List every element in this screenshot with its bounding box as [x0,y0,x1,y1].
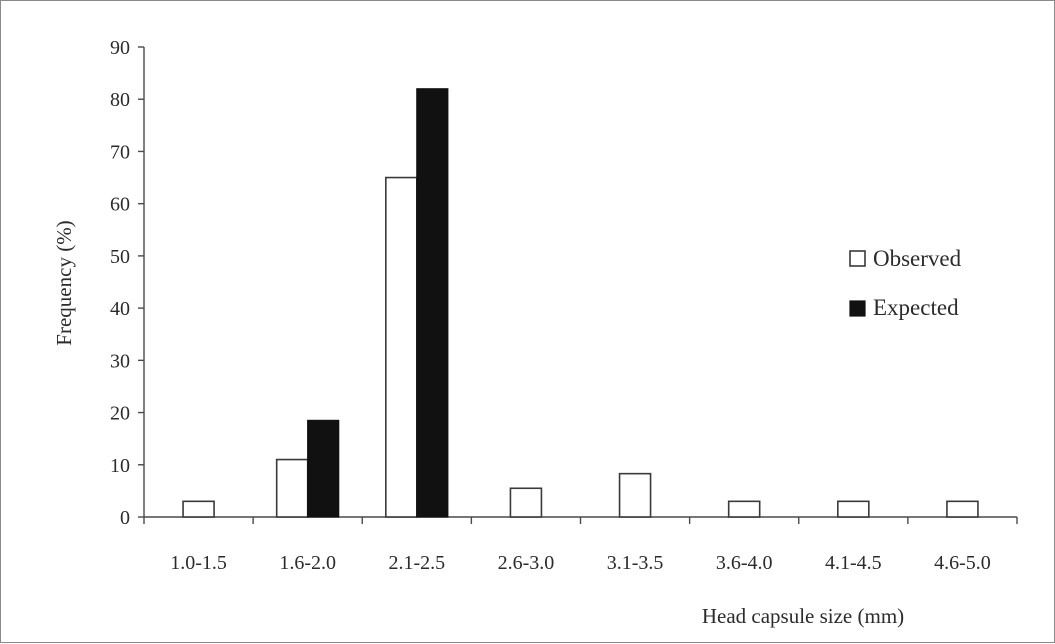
x-tick-label: 1.6-2.0 [279,552,336,574]
bar-observed-1.0-1.5 [182,500,215,518]
bar-observed-4.6-5.0 [946,500,979,518]
bars [182,88,979,518]
x-tick-label: 4.6-5.0 [934,552,991,574]
x-tick-label: 3.1-3.5 [607,552,664,574]
bar-expected-2.1-2.5 [416,88,449,518]
legend-label-observed: Observed [873,246,962,271]
bar-observed-3.1-3.5 [618,472,652,518]
y-tick-label: 70 [110,141,130,163]
y-tick-label: 10 [110,455,130,477]
x-tick-label: 2.6-3.0 [498,552,555,574]
bar-observed-2.1-2.5 [385,176,418,518]
y-tick-label: 50 [110,246,130,268]
y-tick-label: 90 [110,37,130,59]
y-tick-label: 20 [110,403,130,425]
y-tick-label: 30 [110,350,130,372]
y-tick-label: 40 [110,298,130,320]
bar-observed-3.6-4.0 [727,500,761,518]
x-tick-label: 4.1-4.5 [825,552,882,574]
y-tick-label: 80 [110,89,130,111]
y-tick-label: 0 [120,507,130,529]
legend-swatch-expected [849,300,866,317]
legend-swatch-observed [849,250,866,267]
legend: Observed Expected [849,246,962,320]
x-tick-label: 1.0-1.5 [170,552,227,574]
bar-expected-1.6-2.0 [307,419,340,518]
bar-observed-2.6-3.0 [509,487,543,518]
x-axis: 1.0-1.5 1.6-2.0 2.1-2.5 2.6-3.0 3.1-3.5 3.6-4… [143,516,1018,574]
x-axis-title: Head capsule size (mm) [702,604,904,628]
legend-label-expected: Expected [873,295,959,320]
bar-observed-1.6-2.0 [275,458,309,518]
x-tick-label: 3.6-4.0 [716,552,773,574]
x-tick-label: 2.1-2.5 [388,552,445,574]
y-axis: 0 10 20 30 40 50 60 70 80 90 [110,37,145,529]
bar-observed-4.1-4.5 [837,500,870,518]
y-tick-label: 60 [110,194,130,216]
y-axis-title: Frequency (%) [52,220,76,345]
